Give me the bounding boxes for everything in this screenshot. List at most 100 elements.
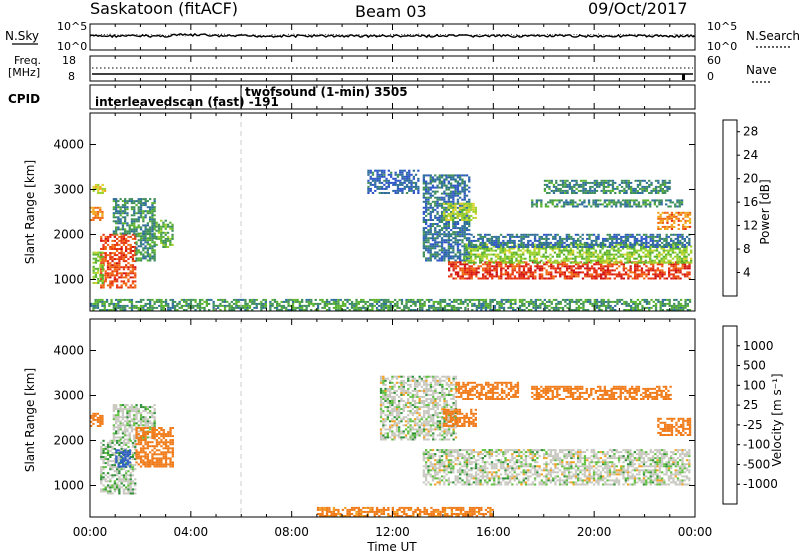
range-gate-cell [676,199,678,201]
range-gate-cell [116,242,118,244]
range-gate-cell [609,246,611,248]
range-gate-cell [498,238,500,240]
range-gate-cell [653,190,655,192]
range-gate-cell [559,273,561,275]
range-gate-cell [105,446,107,448]
range-gate-cell [432,211,434,213]
range-gate-cell [109,268,111,270]
range-gate-cell [165,226,167,228]
range-gate-cell [501,301,503,303]
range-gate-cell [562,184,564,186]
range-gate-cell [138,226,140,228]
range-gate-cell [686,242,688,244]
range-gate-cell [539,242,541,244]
range-gate-cell [466,278,468,280]
range-gate-cell [468,238,470,240]
range-gate-cell [620,242,622,244]
range-gate-cell [105,246,107,248]
range-gate-cell [479,256,481,258]
range-gate-cell [126,224,128,226]
range-gate-cell [499,258,501,260]
range-gate-cell [156,299,158,301]
range-gate-cell [603,182,605,184]
range-gate-cell [562,186,564,188]
range-gate-cell [113,198,115,200]
range-gate-cell [432,187,434,189]
range-gate-cell [632,301,634,303]
range-gate-cell [565,260,567,262]
range-gate-cell [471,303,473,305]
range-gate-cell [597,206,599,208]
range-gate-cell [685,256,687,258]
range-gate-cell [620,278,622,280]
range-gate-cell [642,256,644,258]
range-gate-cell [543,267,545,269]
range-gate-cell [385,192,387,194]
range-gate-cell [372,184,374,186]
range-gate-cell [670,238,672,240]
range-gate-cell [114,244,116,246]
range-gate-cell [479,248,481,250]
range-gate-cell [479,258,481,260]
range-gate-cell [489,269,491,271]
range-gate-cell [663,258,665,260]
range-gate-cell [468,225,470,227]
range-gate-cell [671,305,673,307]
range-gate-cell [432,245,434,247]
range-gate-cell [654,240,656,242]
range-gate-cell [432,237,434,239]
range-gate-cell [95,254,97,256]
range-gate-cell [669,218,671,220]
range-gate-cell [552,262,554,264]
range-gate-cell [673,299,675,301]
range-gate-cell [571,186,573,188]
range-gate-cell [675,275,677,277]
range-gate-cell [423,187,425,189]
range-gate-cell [652,269,654,271]
range-gate-cell [379,178,381,180]
range-gate-cell [590,254,592,256]
range-gate-cell [459,267,461,269]
range-gate-cell [385,178,387,180]
range-gate-cell [609,269,611,271]
range-gate-cell [355,303,357,305]
range-gate-cell [169,228,171,230]
range-gate-cell [256,307,258,309]
range-gate-cell [514,246,516,248]
range-gate-cell [550,273,552,275]
range-gate-cell [633,250,635,252]
range-gate-cell [566,267,568,269]
range-gate-cell [326,305,328,307]
range-gate-cell [588,234,590,236]
range-gate-cell [102,462,104,464]
range-gate-cell [452,215,454,217]
range-gate-cell [591,182,593,184]
range-gate-cell [423,201,425,203]
y-tick-label: 4000 [53,138,84,152]
range-gate-cell [579,256,581,258]
range-gate-cell [468,242,470,244]
range-gate-cell [514,275,516,277]
range-gate-cell [135,218,137,220]
range-gate-cell [666,303,668,305]
range-gate-cell [664,218,666,220]
range-gate-cell [607,238,609,240]
range-gate-cell [527,263,529,265]
range-gate-cell [684,220,686,222]
range-gate-cell [557,307,559,309]
range-gate-cell [503,299,505,301]
range-gate-cell [675,212,677,214]
range-gate-cell [471,273,473,275]
range-gate-cell [156,307,158,309]
range-gate-cell [127,266,129,268]
range-gate-cell [154,220,156,222]
range-gate-cell [154,245,156,247]
range-gate-cell [140,305,142,307]
range-gate-cell [586,260,588,262]
range-gate-cell [149,228,151,230]
range-gate-cell [92,423,94,425]
range-gate-cell [131,222,133,224]
range-gate-cell [597,258,599,260]
range-gate-cell [466,229,468,231]
range-gate-cell [443,249,445,251]
